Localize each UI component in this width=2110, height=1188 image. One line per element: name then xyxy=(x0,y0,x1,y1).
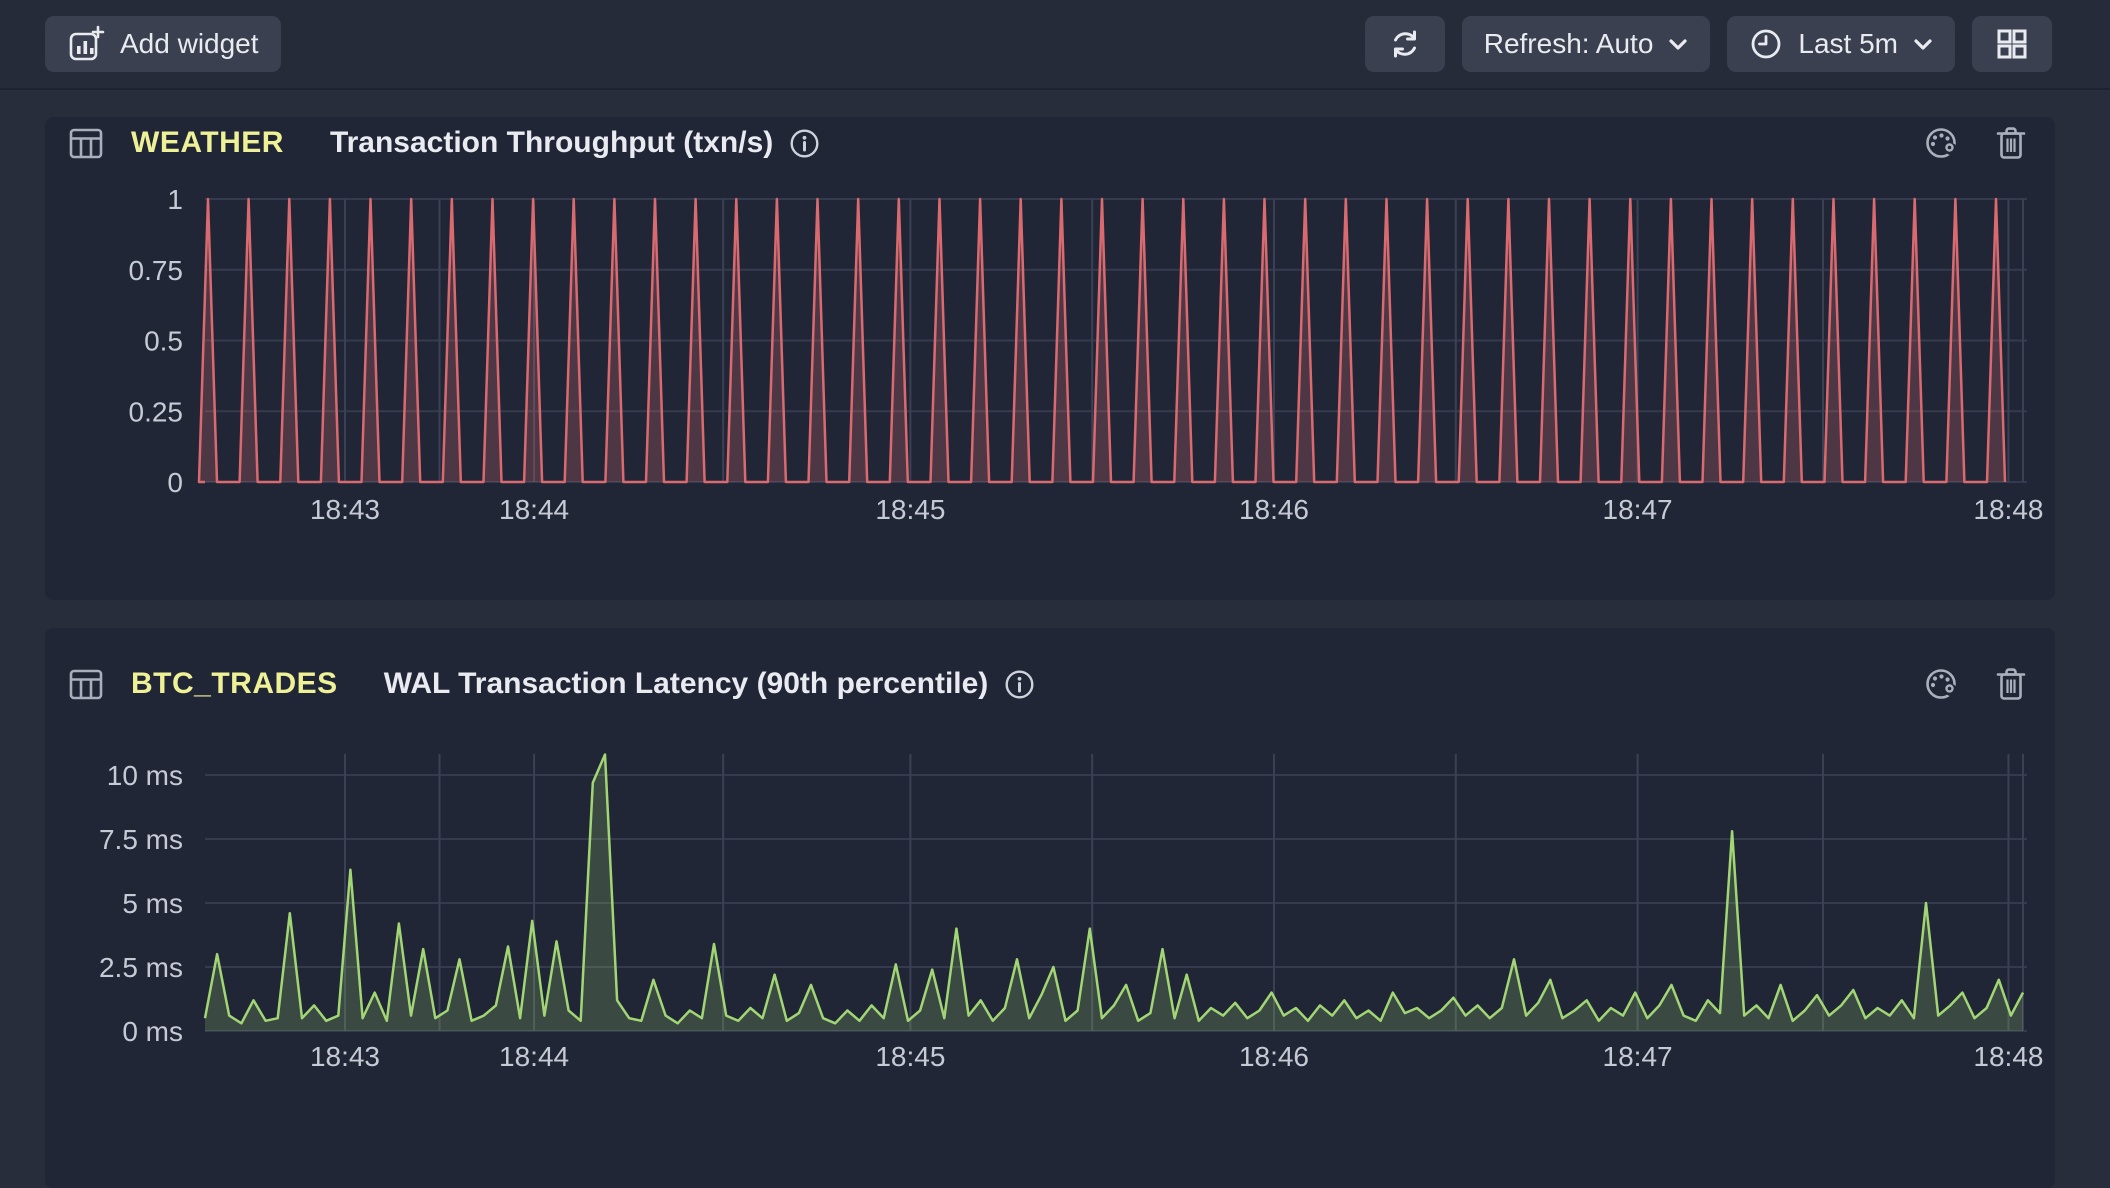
widget-throughput: WEATHER Transaction Throughput (txn/s) xyxy=(45,117,2055,600)
time-range-dropdown[interactable]: Last 5m xyxy=(1727,16,1955,72)
svg-text:0 ms: 0 ms xyxy=(122,1016,183,1047)
table-icon xyxy=(69,669,103,700)
add-widget-label: Add widget xyxy=(120,28,259,59)
chart-title: Transaction Throughput (txn/s) xyxy=(329,126,774,159)
widget-latency-header: BTC_TRADES WAL Transaction Latency (90th… xyxy=(45,628,2055,702)
add-widget-icon xyxy=(67,25,105,63)
svg-text:18:47: 18:47 xyxy=(1603,1041,1673,1072)
palette-icon[interactable] xyxy=(1923,125,1959,161)
svg-text:18:46: 18:46 xyxy=(1239,494,1309,525)
info-icon[interactable] xyxy=(1004,669,1035,700)
svg-text:5 ms: 5 ms xyxy=(122,888,183,919)
widget-actions xyxy=(1923,666,2027,702)
clock-icon xyxy=(1749,27,1783,61)
refresh-icon xyxy=(1387,26,1423,62)
svg-text:2.5 ms: 2.5 ms xyxy=(99,952,183,983)
time-range-label: Last 5m xyxy=(1798,28,1898,59)
grid-layout-icon xyxy=(1996,28,2028,60)
chart-title: WAL Transaction Latency (90th percentile… xyxy=(383,667,989,700)
svg-text:0.75: 0.75 xyxy=(129,255,184,286)
trash-icon[interactable] xyxy=(1995,125,2027,161)
chevron-down-icon xyxy=(1913,38,1933,51)
svg-text:18:43: 18:43 xyxy=(310,494,380,525)
svg-text:18:45: 18:45 xyxy=(875,1041,945,1072)
dashboard-area: WEATHER Transaction Throughput (txn/s) xyxy=(0,90,2110,1188)
toolbar-right-group: Refresh: Auto Last 5m xyxy=(1364,16,2052,72)
svg-text:18:43: 18:43 xyxy=(310,1041,380,1072)
svg-text:1: 1 xyxy=(167,184,183,215)
svg-text:0.5: 0.5 xyxy=(144,326,183,357)
svg-text:18:48: 18:48 xyxy=(1973,1041,2043,1072)
widget-throughput-header: WEATHER Transaction Throughput (txn/s) xyxy=(45,117,2055,161)
trash-icon[interactable] xyxy=(1995,666,2027,702)
svg-text:18:44: 18:44 xyxy=(499,494,569,525)
refresh-button[interactable] xyxy=(1364,16,1445,72)
svg-text:18:45: 18:45 xyxy=(875,494,945,525)
widget-latency: BTC_TRADES WAL Transaction Latency (90th… xyxy=(45,628,2055,1188)
svg-text:18:44: 18:44 xyxy=(499,1041,569,1072)
svg-text:0.25: 0.25 xyxy=(129,396,184,427)
grid-layout-button[interactable] xyxy=(1972,16,2052,72)
svg-text:0: 0 xyxy=(167,467,183,498)
svg-text:10 ms: 10 ms xyxy=(107,760,183,791)
table-icon xyxy=(69,128,103,159)
widget-actions xyxy=(1923,125,2027,161)
table-name[interactable]: BTC_TRADES xyxy=(131,667,338,700)
svg-text:18:48: 18:48 xyxy=(1973,494,2043,525)
svg-text:18:46: 18:46 xyxy=(1239,1041,1309,1072)
top-toolbar: Add widget Refresh: Auto xyxy=(0,0,2110,90)
svg-text:18:47: 18:47 xyxy=(1603,494,1673,525)
palette-icon[interactable] xyxy=(1923,666,1959,702)
refresh-mode-dropdown[interactable]: Refresh: Auto xyxy=(1461,16,1711,72)
latency-chart[interactable]: 10 ms 7.5 ms 5 ms 2.5 ms 0 ms 18:43 18:44 18:45… xyxy=(45,628,2055,1188)
chevron-down-icon xyxy=(1668,38,1688,51)
info-icon[interactable] xyxy=(789,128,820,159)
svg-text:7.5 ms: 7.5 ms xyxy=(99,824,183,855)
throughput-chart[interactable]: 1 0.75 0.5 0.25 0 18:43 18:44 18:45 18:46 18:47 18… xyxy=(45,117,2055,600)
table-name[interactable]: WEATHER xyxy=(131,126,284,159)
add-widget-button[interactable]: Add widget xyxy=(45,16,281,72)
refresh-mode-label: Refresh: Auto xyxy=(1483,28,1654,59)
